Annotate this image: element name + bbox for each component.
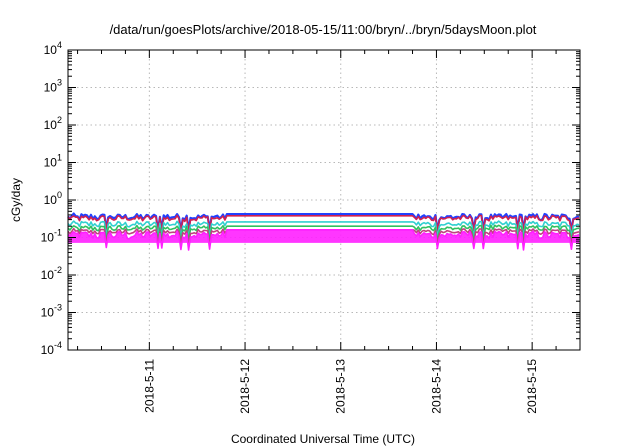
- x-axis-ticks: 2018-5-11 2018-5-12 2018-5-13 2018-5-14 2018…: [77, 50, 581, 414]
- chart-title: /data/run/goesPlots/archive/2018-05-15/1…: [110, 22, 537, 37]
- series-1-line: [67, 214, 580, 233]
- y-tick-label: 10-1: [41, 228, 62, 245]
- y-tick-label: 100: [44, 190, 62, 207]
- y-tick-label: 102: [44, 115, 62, 132]
- y-axis-label: cGy/day: [9, 178, 23, 222]
- y-tick-label: 104: [44, 40, 62, 57]
- x-tick-label: 2018-5-12: [238, 359, 252, 414]
- y-tick-label: 103: [44, 78, 62, 95]
- x-tick-label: 2018-5-15: [525, 359, 539, 414]
- x-tick-label: 2018-5-13: [334, 359, 348, 414]
- grid-lines: [68, 50, 580, 350]
- y-tick-label: 10-2: [41, 265, 62, 282]
- series-2-line: [67, 220, 580, 239]
- x-tick-label: 2018-5-14: [429, 359, 443, 414]
- y-axis-ticks: 10-4 10-3 10-2 10-1 100 101 102 103 104: [41, 40, 580, 357]
- x-tick-label: 2018-5-11: [142, 359, 156, 413]
- x-axis-label: Coordinated Universal Time (UTC): [231, 432, 415, 446]
- series-layer: [67, 212, 580, 251]
- y-tick-label: 101: [44, 153, 62, 170]
- series-3-line: [67, 224, 580, 243]
- y-tick-label: 10-4: [41, 340, 62, 357]
- y-tick-label: 10-3: [41, 303, 62, 320]
- series-5-line: [67, 229, 580, 251]
